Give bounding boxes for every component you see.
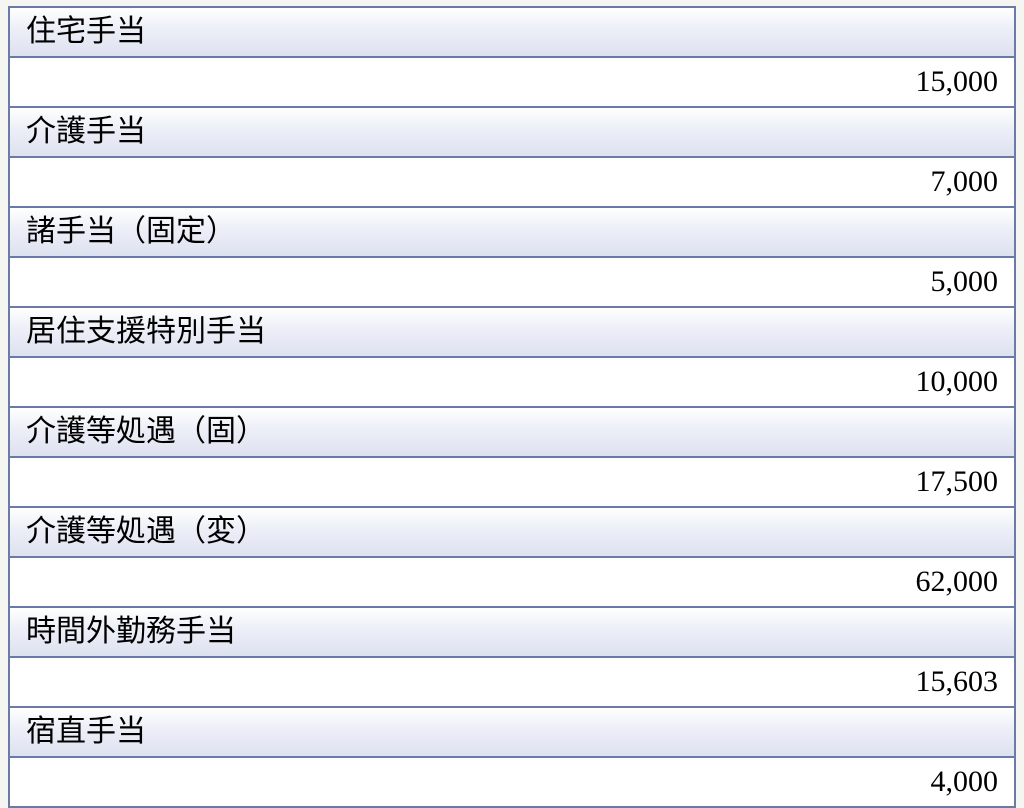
table-row: 介護手当 <box>9 107 1015 157</box>
table-row: 62,000 <box>9 557 1015 607</box>
table-row: 諸手当（固定） <box>9 207 1015 257</box>
allowance-table-body: 住宅手当 15,000 介護手当 7,000 諸手当（固定） 5,000 居住支… <box>9 7 1015 807</box>
table-row: 居住支援特別手当 <box>9 307 1015 357</box>
allowance-label: 介護等処遇（固） <box>9 407 1015 457</box>
table-row: 宿直手当 <box>9 707 1015 757</box>
allowance-value: 4,000 <box>9 757 1015 807</box>
table-row: 介護等処遇（固） <box>9 407 1015 457</box>
allowance-value: 62,000 <box>9 557 1015 607</box>
table-row: 17,500 <box>9 457 1015 507</box>
allowance-label: 宿直手当 <box>9 707 1015 757</box>
allowance-label: 介護等処遇（変） <box>9 507 1015 557</box>
table-row: 5,000 <box>9 257 1015 307</box>
allowance-label: 諸手当（固定） <box>9 207 1015 257</box>
table-row: 10,000 <box>9 357 1015 407</box>
allowance-value: 5,000 <box>9 257 1015 307</box>
table-row: 住宅手当 <box>9 7 1015 57</box>
allowance-value: 10,000 <box>9 357 1015 407</box>
table-row: 15,000 <box>9 57 1015 107</box>
table-row: 4,000 <box>9 757 1015 807</box>
allowance-value: 17,500 <box>9 457 1015 507</box>
table-row: 7,000 <box>9 157 1015 207</box>
allowance-label: 住宅手当 <box>9 7 1015 57</box>
table-row: 時間外勤務手当 <box>9 607 1015 657</box>
allowance-label: 居住支援特別手当 <box>9 307 1015 357</box>
allowance-value: 7,000 <box>9 157 1015 207</box>
allowance-label: 時間外勤務手当 <box>9 607 1015 657</box>
allowance-label: 介護手当 <box>9 107 1015 157</box>
allowance-value: 15,000 <box>9 57 1015 107</box>
table-row: 介護等処遇（変） <box>9 507 1015 557</box>
allowance-value: 15,603 <box>9 657 1015 707</box>
table-row: 15,603 <box>9 657 1015 707</box>
allowance-table: 住宅手当 15,000 介護手当 7,000 諸手当（固定） 5,000 居住支… <box>8 6 1016 808</box>
